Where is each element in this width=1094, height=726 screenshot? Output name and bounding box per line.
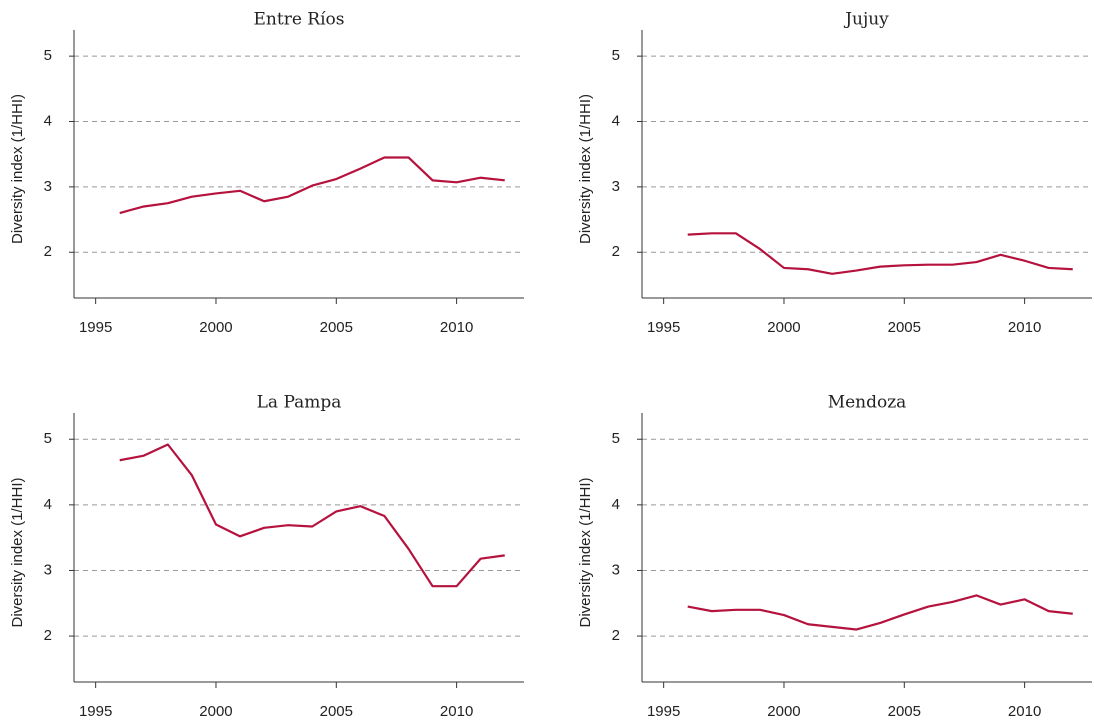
x-tick-label: 2010 (440, 319, 473, 336)
x-tick-label: 2010 (440, 703, 473, 720)
x-tick-label: 2000 (199, 319, 232, 336)
y-tick-label: 4 (44, 496, 52, 513)
y-tick-label: 3 (612, 561, 620, 578)
data-line (687, 594, 1073, 631)
x-tick-label: 2005 (320, 319, 353, 336)
x-tick-label: 2010 (1008, 703, 1041, 720)
panel: La Pampa Diversity index (1/HHI) 2 3 4 5 1995 2… (9, 393, 524, 720)
x-tick-label: 1995 (647, 703, 680, 720)
y-tick-label: 3 (44, 561, 52, 578)
y-tick-label: 5 (44, 430, 52, 447)
x-tick-label: 2005 (320, 703, 353, 720)
x-tick-label: 2000 (199, 703, 232, 720)
y-tick-label: 5 (612, 430, 620, 447)
panel: Jujuy Diversity index (1/HHI) 2 3 4 5 1995 2000… (577, 10, 1092, 336)
x-tick-label: 1995 (79, 319, 112, 336)
data-line (687, 232, 1073, 275)
y-tick-label: 2 (612, 627, 620, 644)
data-line (119, 443, 505, 588)
y-axis-label: Diversity index (1/HHI) (577, 477, 594, 627)
y-tick-label: 5 (612, 47, 620, 64)
x-tick-label: 2005 (888, 703, 921, 720)
y-tick-label: 4 (612, 112, 620, 129)
y-tick-label: 4 (612, 496, 620, 513)
y-axis-label: Diversity index (1/HHI) (577, 94, 594, 244)
panel-title: Entre Ríos (254, 10, 345, 30)
x-tick-label: 2000 (767, 703, 800, 720)
panel-title: La Pampa (257, 393, 342, 413)
y-tick-label: 2 (44, 243, 52, 260)
x-tick-label: 1995 (647, 319, 680, 336)
y-tick-label: 3 (612, 178, 620, 195)
y-tick-label: 2 (612, 243, 620, 260)
data-line (119, 156, 505, 215)
y-tick-label: 3 (44, 178, 52, 195)
y-tick-label: 2 (44, 627, 52, 644)
x-tick-label: 2010 (1008, 319, 1041, 336)
x-tick-label: 2000 (767, 319, 800, 336)
x-tick-label: 2005 (888, 319, 921, 336)
y-tick-label: 4 (44, 112, 52, 129)
panel-title: Jujuy (843, 10, 889, 30)
y-tick-label: 5 (44, 47, 52, 64)
panel-title: Mendoza (828, 393, 907, 413)
y-axis-label: Diversity index (1/HHI) (9, 94, 26, 244)
panel: Mendoza Diversity index (1/HHI) 2 3 4 5 1995 20… (577, 393, 1092, 720)
x-tick-label: 1995 (79, 703, 112, 720)
y-axis-label: Diversity index (1/HHI) (9, 477, 26, 627)
panel: Entre Ríos Diversity index (1/HHI) 2 3 4 5 199… (9, 10, 524, 336)
